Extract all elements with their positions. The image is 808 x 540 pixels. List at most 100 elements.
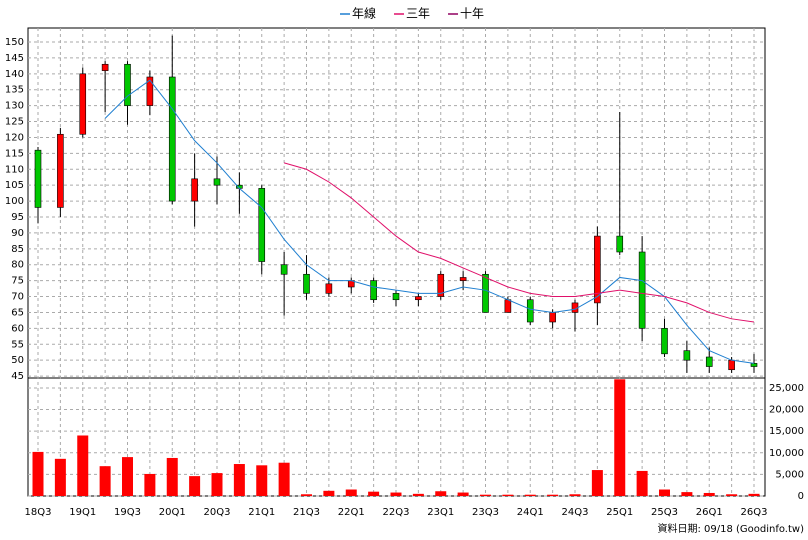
volume-bar bbox=[278, 462, 290, 496]
y-tick-label: 145 bbox=[5, 53, 24, 64]
ma-line bbox=[104, 79, 755, 364]
volume-bar bbox=[703, 492, 715, 496]
y-tick-label: 55 bbox=[11, 339, 24, 350]
candle-body bbox=[168, 76, 176, 202]
volume-bar bbox=[166, 457, 178, 496]
candle-body bbox=[616, 235, 624, 253]
volume-bar bbox=[748, 493, 760, 496]
candle-body bbox=[594, 235, 601, 304]
volume-bar bbox=[323, 490, 335, 496]
volume-bar bbox=[122, 457, 133, 496]
y2-tick-label: 15,000 bbox=[769, 426, 804, 437]
volume-bar bbox=[233, 464, 245, 496]
x-tick-label: 23Q1 bbox=[427, 507, 454, 518]
volume-bar bbox=[569, 494, 581, 496]
x-tick-label: 26Q1 bbox=[696, 507, 723, 518]
y-tick-label: 65 bbox=[11, 307, 24, 318]
x-tick-label: 19Q1 bbox=[69, 507, 96, 518]
candle-body bbox=[705, 356, 713, 367]
y-tick-label: 50 bbox=[11, 355, 24, 366]
volume-bar bbox=[435, 491, 447, 496]
legend-label: 十年 bbox=[460, 7, 484, 21]
candle-body bbox=[661, 328, 668, 355]
y-tick-label: 135 bbox=[5, 85, 24, 96]
y-tick-label: 100 bbox=[5, 196, 24, 207]
candle-body bbox=[146, 76, 154, 106]
y-tick-label: 115 bbox=[5, 148, 24, 159]
volume-bar bbox=[256, 465, 268, 496]
volume-bar bbox=[211, 473, 223, 496]
candle-body bbox=[79, 73, 87, 135]
candle-body bbox=[728, 359, 735, 371]
x-tick-label: 25Q1 bbox=[606, 507, 633, 518]
candle-body bbox=[482, 273, 489, 313]
y-tick-label: 105 bbox=[5, 180, 24, 191]
candle-body bbox=[258, 188, 266, 262]
candle-body bbox=[549, 312, 556, 323]
volume-bar bbox=[457, 492, 469, 496]
volume-bar bbox=[99, 466, 111, 496]
volume-bar bbox=[636, 470, 648, 496]
candle-body bbox=[101, 63, 109, 71]
x-tick-label: 23Q3 bbox=[472, 507, 499, 518]
y-tick-label: 120 bbox=[5, 132, 24, 143]
x-tick-label: 21Q1 bbox=[248, 507, 275, 518]
volume-bar bbox=[659, 489, 670, 496]
candle-body bbox=[437, 273, 445, 297]
candle-body bbox=[504, 299, 512, 313]
candle-body bbox=[683, 350, 691, 361]
x-tick-label: 20Q1 bbox=[159, 507, 186, 518]
candle-body bbox=[750, 363, 758, 367]
x-tick-label: 20Q3 bbox=[204, 507, 231, 518]
candle-body bbox=[124, 63, 131, 106]
volume-bar bbox=[32, 451, 44, 496]
y-tick-label: 85 bbox=[11, 244, 24, 255]
volume-bar bbox=[412, 493, 424, 496]
candle-body bbox=[191, 178, 198, 202]
y-tick-label: 70 bbox=[11, 292, 24, 303]
candle-body bbox=[526, 299, 534, 323]
ma-line bbox=[283, 162, 755, 323]
candle-body bbox=[392, 293, 400, 301]
x-tick-label: 22Q3 bbox=[383, 507, 410, 518]
legend-label: 三年 bbox=[406, 7, 430, 21]
source-note: 資料日期: 09/18 (Goodinfo.tw) bbox=[657, 522, 804, 535]
x-tick-label: 24Q1 bbox=[517, 507, 544, 518]
y2-tick-label: 10,000 bbox=[769, 448, 804, 459]
volume-bar bbox=[189, 476, 201, 496]
volume-bar bbox=[77, 435, 89, 496]
y2-tick-label: 5,000 bbox=[775, 469, 804, 480]
y-tick-label: 110 bbox=[5, 164, 24, 175]
y-tick-label: 60 bbox=[11, 323, 24, 334]
candle-body bbox=[57, 133, 64, 208]
volume-bar bbox=[54, 458, 66, 496]
y-tick-label: 130 bbox=[5, 101, 24, 112]
volume-bar bbox=[614, 379, 626, 496]
x-tick-label: 19Q3 bbox=[114, 507, 141, 518]
volume-bar bbox=[301, 494, 312, 496]
x-tick-label: 18Q3 bbox=[25, 507, 52, 518]
volume-bar bbox=[591, 470, 603, 496]
volume-bar bbox=[502, 494, 514, 496]
candle-body bbox=[213, 178, 221, 186]
volume-bar bbox=[368, 491, 380, 496]
candle-body bbox=[370, 280, 377, 301]
y-tick-label: 95 bbox=[11, 212, 24, 223]
candle-body bbox=[303, 273, 310, 294]
candle-body bbox=[280, 264, 288, 275]
y2-tick-label: 0 bbox=[798, 491, 804, 502]
x-tick-label: 25Q3 bbox=[651, 507, 678, 518]
x-tick-label: 21Q3 bbox=[293, 507, 320, 518]
y-tick-label: 90 bbox=[11, 228, 24, 239]
y-tick-label: 80 bbox=[11, 260, 24, 271]
y-tick-label: 125 bbox=[5, 117, 24, 128]
y2-tick-label: 25,000 bbox=[769, 383, 804, 394]
candle-body bbox=[325, 283, 333, 294]
y-tick-label: 140 bbox=[5, 69, 24, 80]
volume-bar bbox=[547, 494, 559, 496]
y2-tick-label: 20,000 bbox=[769, 405, 804, 416]
volume-bar bbox=[480, 494, 491, 496]
candle-body bbox=[415, 296, 422, 301]
candle-body bbox=[34, 149, 42, 208]
